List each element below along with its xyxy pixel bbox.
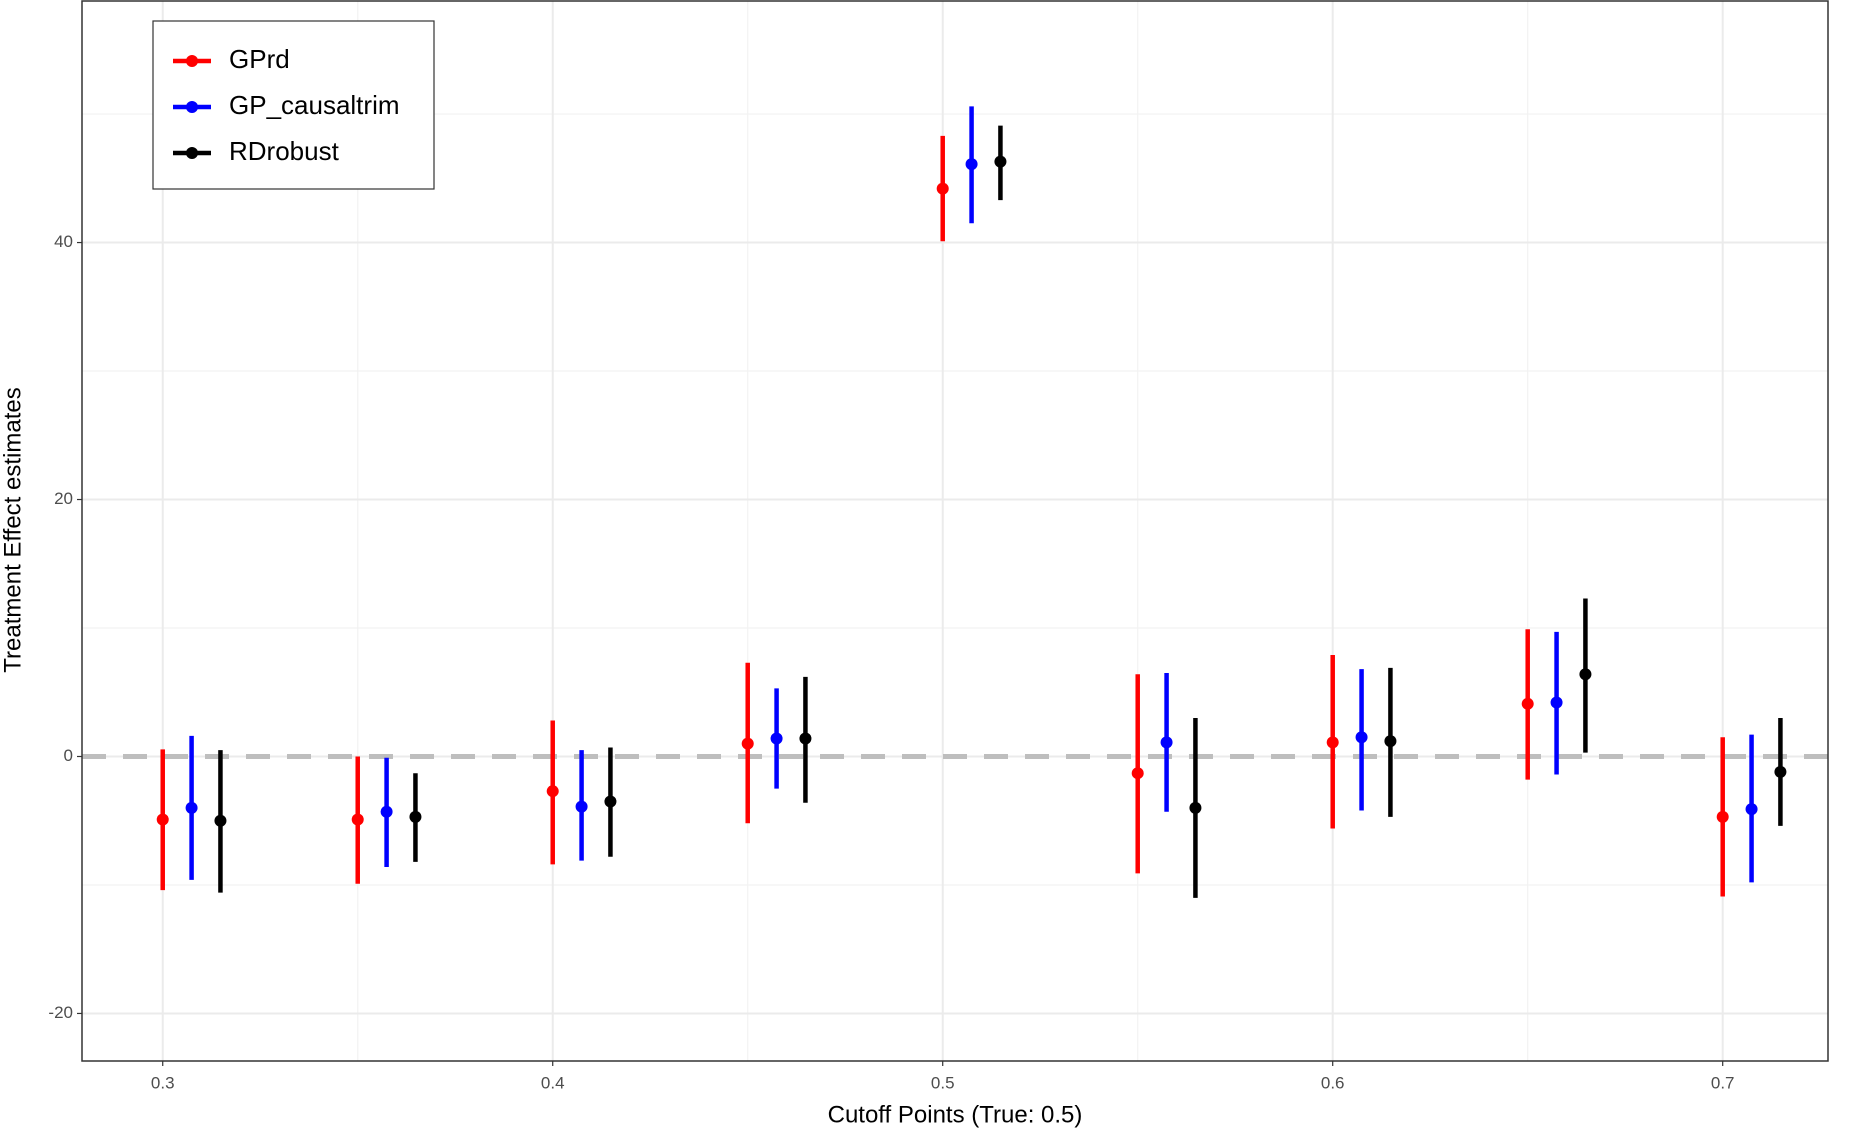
y-tick-label: -20: [48, 1003, 73, 1022]
point: [741, 737, 754, 750]
point: [214, 814, 227, 827]
point: [1550, 696, 1563, 709]
point: [1521, 697, 1534, 710]
point: [1355, 731, 1368, 744]
x-tick-label: 0.5: [931, 1073, 955, 1092]
point: [799, 732, 812, 745]
y-axis-title: Treatment Effect estimates: [0, 387, 26, 672]
point: [1160, 736, 1173, 749]
point: [1579, 668, 1592, 681]
point: [1716, 810, 1729, 823]
point: [575, 800, 588, 813]
x-tick-label: 0.6: [1321, 1073, 1345, 1092]
point: [965, 158, 978, 171]
y-tick-label: 0: [64, 746, 73, 765]
point: [936, 182, 949, 195]
point: [1745, 803, 1758, 816]
legend-key-point: [186, 101, 198, 113]
x-tick-label: 0.7: [1711, 1073, 1735, 1092]
point: [1774, 765, 1787, 778]
point: [1189, 801, 1202, 814]
point: [604, 795, 617, 808]
x-tick-label: 0.3: [151, 1073, 175, 1092]
point: [1326, 736, 1339, 749]
point: [156, 813, 169, 826]
point: [994, 155, 1007, 168]
point: [351, 813, 364, 826]
legend-label: GP_causaltrim: [229, 90, 400, 120]
point: [1131, 767, 1144, 780]
x-tick-label: 0.4: [541, 1073, 565, 1092]
point: [546, 785, 559, 798]
legend-key-point: [186, 147, 198, 159]
y-tick-label: 40: [54, 232, 73, 251]
legend: GPrd GP_causaltrim RDrobust: [152, 20, 435, 190]
y-tick-label: 20: [54, 489, 73, 508]
plot-border: [81, 0, 1829, 1062]
point: [380, 805, 393, 818]
point: [1384, 735, 1397, 748]
point: [185, 801, 198, 814]
x-axis-title: Cutoff Points (True: 0.5): [828, 1101, 1083, 1128]
legend-label: GPrd: [229, 44, 290, 74]
point: [409, 810, 422, 823]
legend-key-point: [186, 55, 198, 67]
point: [770, 732, 783, 745]
legend-label: RDrobust: [229, 136, 340, 166]
